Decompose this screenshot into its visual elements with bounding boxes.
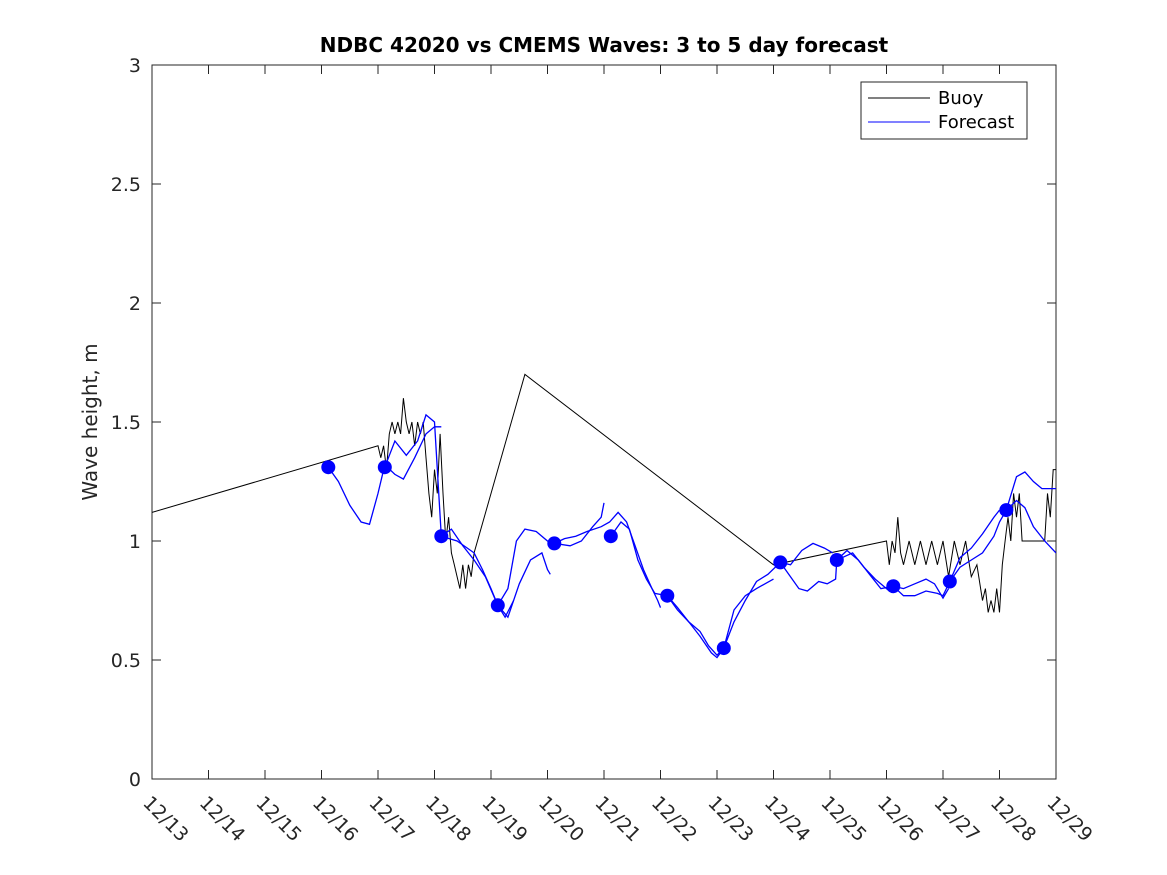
forecast-series-line: [779, 552, 890, 592]
x-tick-label: 12/24: [760, 792, 814, 846]
x-tick-label: 12/22: [647, 792, 701, 846]
x-tick-label: 12/14: [195, 792, 249, 846]
legend-forecast-label: Forecast: [938, 112, 1014, 133]
forecast-start-marker: [377, 460, 392, 475]
forecast-start-marker: [942, 574, 957, 589]
y-tick-label: 2.5: [111, 174, 141, 196]
forecast-start-marker: [886, 579, 901, 594]
forecast-series-line: [1005, 499, 1056, 554]
axes-box: [151, 64, 1057, 780]
buoy-series-line: [152, 373, 1056, 613]
forecast-start-marker: [829, 553, 844, 567]
x-tick-label: 12/29: [1042, 792, 1096, 846]
forecast-series-line: [892, 509, 1001, 597]
forecast-series-line: [610, 521, 725, 657]
x-tick-label: 12/26: [873, 792, 927, 846]
x-tick-label: 12/20: [534, 792, 588, 846]
x-tick-label: 12/18: [421, 792, 475, 846]
legend-box: [860, 81, 1028, 140]
x-tick-label: 12/13: [138, 792, 192, 846]
y-tick-label: 1.5: [111, 412, 141, 434]
legend-buoy-label: Buoy: [938, 88, 984, 109]
x-axis: 12/13 12/14 12/15 12/16 12/17 12/18 12/19 12/20…: [138, 65, 1097, 846]
x-tick-label: 12/19: [477, 792, 531, 846]
x-tick-label: 12/23: [703, 792, 757, 846]
forecast-start-marker: [490, 598, 505, 613]
forecast-start-marker: [716, 641, 731, 656]
forecast-start-marker: [434, 529, 449, 544]
x-tick-label: 12/27: [929, 792, 983, 846]
y-tick-label: 2: [129, 293, 141, 315]
series-group: [152, 373, 1056, 659]
x-tick-label: 12/17: [364, 792, 418, 846]
chart-title: NDBC 42020 vs CMEMS Waves: 3 to 5 day fo…: [320, 33, 889, 57]
forecast-start-marker: [603, 529, 618, 544]
forecast-start-marker: [660, 588, 675, 603]
y-tick-label: 3: [129, 55, 141, 77]
y-axis-label: Wave height, m: [78, 343, 102, 500]
x-tick-label: 12/25: [816, 792, 870, 846]
forecast-series-line: [441, 535, 551, 619]
forecast-series-line: [554, 511, 662, 608]
plot-area: [151, 64, 1057, 780]
forecast-series-line: [949, 471, 1056, 582]
x-tick-label: 12/21: [590, 792, 644, 846]
y-axis: 0 0.5 1 1.5 2 2.5 3: [111, 55, 1056, 791]
forecast-start-marker: [321, 460, 336, 475]
forecast-start-marker: [773, 555, 788, 570]
y-tick-label: 0.5: [111, 650, 141, 672]
forecast-start-marker: [547, 536, 562, 551]
y-tick-label: 0: [129, 769, 141, 791]
x-tick-label: 12/15: [251, 792, 305, 846]
x-tick-label: 12/28: [986, 792, 1040, 846]
x-tick-label: 12/16: [308, 792, 362, 846]
forecast-series-line: [497, 502, 605, 606]
legend: Buoy Forecast: [860, 81, 1028, 140]
forecast-series-line: [384, 413, 515, 619]
y-tick-label: 1: [129, 531, 141, 553]
forecast-start-marker: [999, 503, 1014, 518]
